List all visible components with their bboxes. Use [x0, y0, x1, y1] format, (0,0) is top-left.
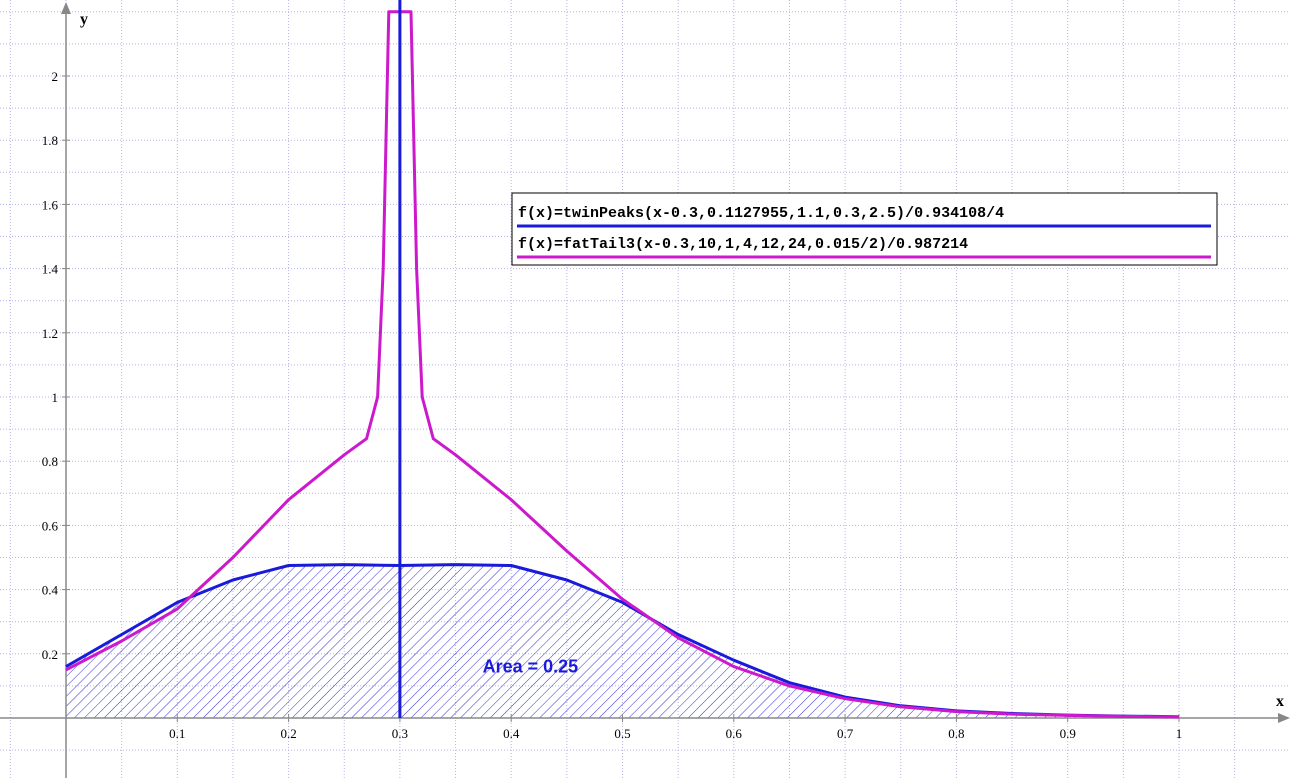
y-tick-label: 0.2: [42, 647, 58, 662]
y-tick-label: 1.6: [42, 197, 59, 212]
x-tick-label: 0.5: [614, 726, 630, 741]
x-axis-title: x: [1276, 693, 1284, 710]
x-tick-label: 0.2: [280, 726, 296, 741]
legend-entry-twinpeaks: f(x)=twinPeaks(x-0.3,0.1127955,1.1,0.3,2…: [518, 205, 1004, 222]
x-tick-label: 0.4: [503, 726, 520, 741]
y-tick-label: 1.2: [42, 326, 58, 341]
x-tick-label: 0.7: [837, 726, 854, 741]
fattail3-line: [65, 10, 1180, 719]
x-tick-label: 0.1: [169, 726, 185, 741]
x-tick-label: 0.6: [726, 726, 743, 741]
y-tick-label: 0.4: [42, 583, 59, 598]
shaded-area-region: [66, 564, 1179, 718]
x-tick-label: 1: [1176, 726, 1183, 741]
y-axis-arrow: [61, 2, 71, 14]
y-tick-label: 1: [52, 390, 59, 405]
x-tick-label: 0.9: [1060, 726, 1076, 741]
y-tick-label: 1.4: [42, 262, 59, 277]
legend-box: [511, 192, 1218, 266]
legend-entry-fattail3: f(x)=fatTail3(x-0.3,10,1,4,12,24,0.015/2…: [518, 236, 968, 253]
area-annotation: Area = 0.25: [483, 657, 579, 677]
y-tick-label: 0.6: [42, 518, 59, 533]
y-axis-title: y: [80, 11, 88, 28]
x-tick-label: 0.8: [948, 726, 964, 741]
shaded-area: [66, 564, 1179, 718]
y-tick-label: 1.8: [42, 133, 58, 148]
x-axis-arrow: [1278, 713, 1290, 723]
y-tick-label: 0.8: [42, 454, 58, 469]
legend: f(x)=twinPeaks(x-0.3,0.1127955,1.1,0.3,2…: [511, 192, 1218, 266]
y-tick-label: 2: [52, 69, 59, 84]
x-tick-label: 0.3: [392, 726, 408, 741]
tick-labels: 0.1 0.2 0.3 0.4 0.5 0.6 0.7 0.8 0.9 1 0.2 0.4 0.6 0.8…: [42, 69, 1183, 741]
series-lines: [65, 0, 1180, 719]
